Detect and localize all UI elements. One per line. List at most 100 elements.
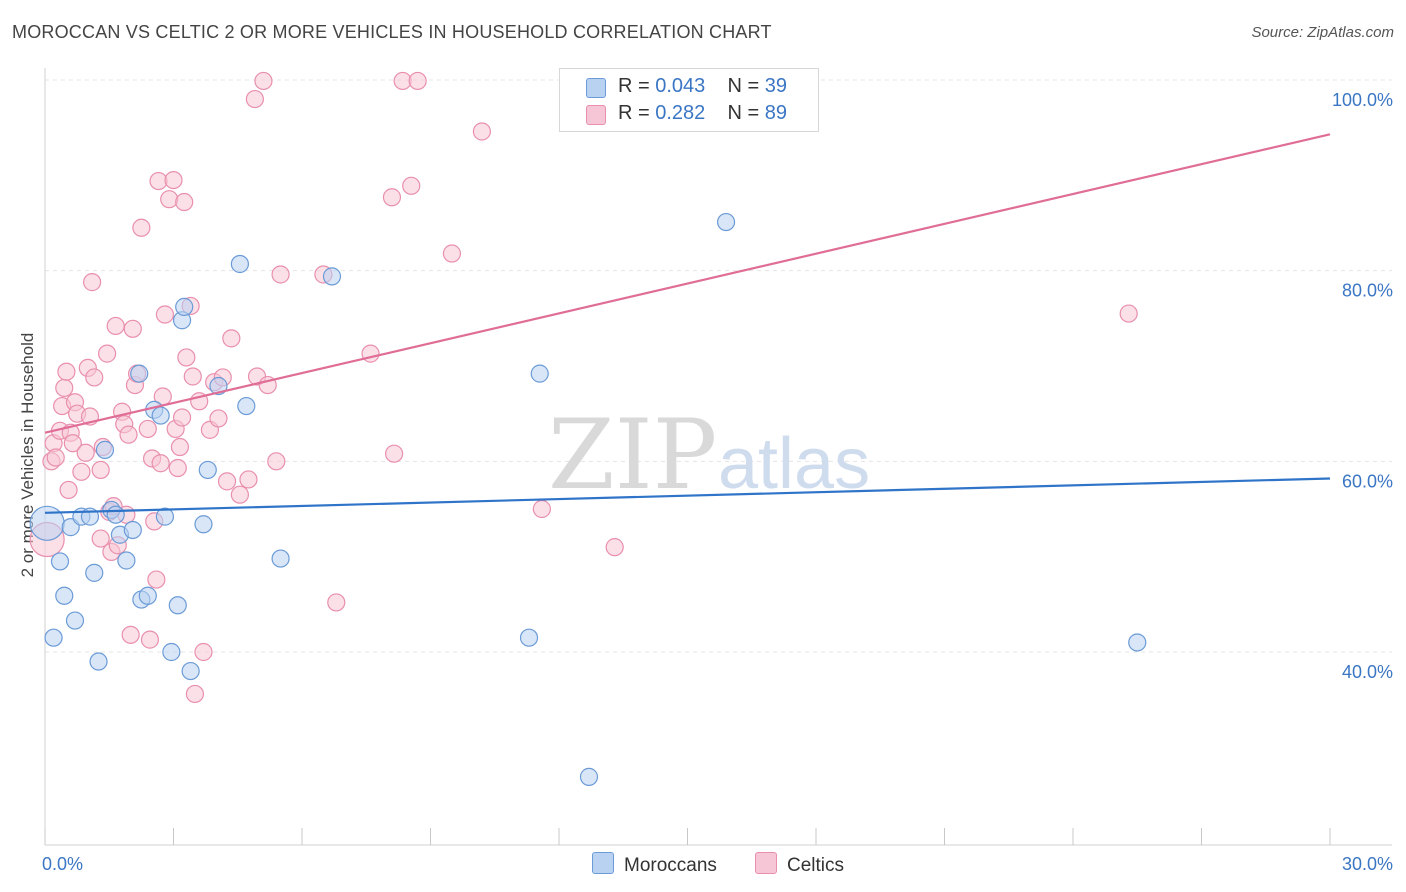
celtics-point: [382, 188, 402, 207]
moroccans-point: [138, 586, 157, 605]
moroccans-point: [194, 515, 213, 534]
celtics-point: [209, 409, 228, 428]
x-tick-labels: 0.0% 30.0%: [42, 854, 1393, 874]
celtics-point: [271, 265, 290, 284]
moroccans-point: [230, 254, 249, 274]
moroccans-point: [55, 586, 74, 605]
moroccans-point: [198, 460, 217, 480]
celtics-point: [119, 425, 138, 444]
celtics-point: [140, 630, 160, 649]
celtics-point: [46, 448, 65, 467]
celtics-point: [267, 452, 286, 471]
celtics-point: [76, 443, 95, 462]
celtics-point: [155, 305, 175, 324]
celtics-point: [164, 171, 183, 190]
y-tick-labels: 40.0% 60.0% 80.0% 100.0%: [1332, 90, 1393, 682]
moroccans-point: [65, 611, 85, 630]
celtics-point: [160, 190, 179, 209]
legend-n-label: N =: [727, 102, 760, 124]
moroccans-r-value: 0.043: [655, 75, 706, 97]
celtics-point: [222, 329, 241, 348]
celtics-point: [185, 684, 205, 704]
celtics-r-value: 0.282: [655, 102, 706, 124]
legend-r-label: R =: [618, 102, 650, 124]
celtics-point: [121, 625, 140, 644]
moroccans-point: [175, 297, 194, 316]
legend-r-label: R =: [618, 75, 650, 97]
x-tick-label: 0.0%: [42, 854, 83, 874]
bottom-legend-moroccans: Moroccans: [592, 852, 717, 877]
celtics-point: [230, 485, 249, 504]
moroccans-point: [106, 505, 125, 524]
x-tick-label: 30.0%: [1342, 854, 1393, 874]
celtics-legend-label: Celtics: [787, 855, 845, 876]
source-credit: Source: ZipAtlas.com: [1251, 24, 1394, 41]
celtics-point: [85, 368, 104, 387]
celtics-point: [183, 367, 202, 386]
celtics-point: [402, 176, 421, 195]
moroccans-point: [322, 267, 342, 286]
celtics-point: [239, 470, 258, 489]
celtics-point: [55, 378, 74, 398]
celtics-point: [168, 458, 187, 478]
celtics-point: [91, 529, 110, 548]
celtics-point: [175, 192, 194, 212]
moroccans-point: [168, 596, 187, 615]
celtics-points: [29, 71, 1138, 704]
y-tick-label: 40.0%: [1342, 662, 1393, 682]
bottom-legend-celtics: Celtics: [755, 852, 844, 877]
chart-title: MOROCCAN VS CELTIC 2 OR MORE VEHICLES IN…: [12, 22, 772, 42]
moroccans-point: [162, 642, 181, 662]
celtics-point: [106, 316, 125, 336]
y-tick-label: 60.0%: [1342, 471, 1393, 491]
moroccans-points: [29, 212, 1147, 786]
celtics-point: [254, 71, 273, 91]
celtics-point: [327, 593, 346, 612]
celtics-point: [532, 499, 551, 519]
moroccans-point: [155, 507, 175, 526]
moroccans-point: [209, 376, 228, 396]
celtics-point: [147, 570, 166, 589]
moroccans-point: [237, 396, 256, 416]
celtics-point: [83, 273, 102, 292]
trend-lines: [44, 133, 1331, 514]
moroccans-point: [89, 652, 108, 671]
celtics-point: [151, 454, 170, 473]
celtics-point: [194, 642, 213, 662]
moroccans-swatch: [586, 78, 606, 98]
celtics-point: [91, 460, 110, 480]
moroccans-point: [151, 406, 170, 425]
celtics-point: [132, 218, 151, 237]
celtics-point: [98, 344, 117, 363]
legend-n-label: N =: [727, 75, 760, 97]
watermark-zip: ZIP: [548, 399, 717, 511]
moroccans-legend-swatch: [592, 852, 614, 874]
moroccans-point: [123, 520, 142, 540]
celtics-point: [442, 244, 462, 263]
celtics-legend-swatch: [755, 852, 777, 874]
celtics-point: [59, 480, 78, 500]
celtics-n-value: 89: [764, 102, 788, 124]
y-tick-label: 100.0%: [1332, 90, 1393, 110]
celtics-point: [170, 437, 190, 457]
celtics-point: [472, 122, 491, 141]
celtics-point: [177, 348, 196, 367]
celtics-trend-line: [44, 133, 1331, 434]
celtics-point: [605, 538, 624, 557]
moroccans-point: [1128, 633, 1147, 652]
celtics-point: [138, 419, 157, 439]
celtics-point: [123, 319, 142, 338]
moroccans-point: [716, 212, 736, 232]
celtics-point: [63, 434, 82, 453]
moroccans-point: [579, 767, 599, 786]
moroccans-point: [117, 551, 136, 570]
celtics-point: [384, 444, 404, 463]
celtics-point: [1119, 304, 1138, 323]
celtics-point: [172, 408, 192, 427]
moroccans-n-value: 39: [764, 75, 788, 97]
celtics-point: [245, 89, 264, 109]
celtics-point: [217, 472, 237, 491]
moroccans-point: [44, 628, 63, 647]
moroccans-point: [519, 628, 539, 647]
